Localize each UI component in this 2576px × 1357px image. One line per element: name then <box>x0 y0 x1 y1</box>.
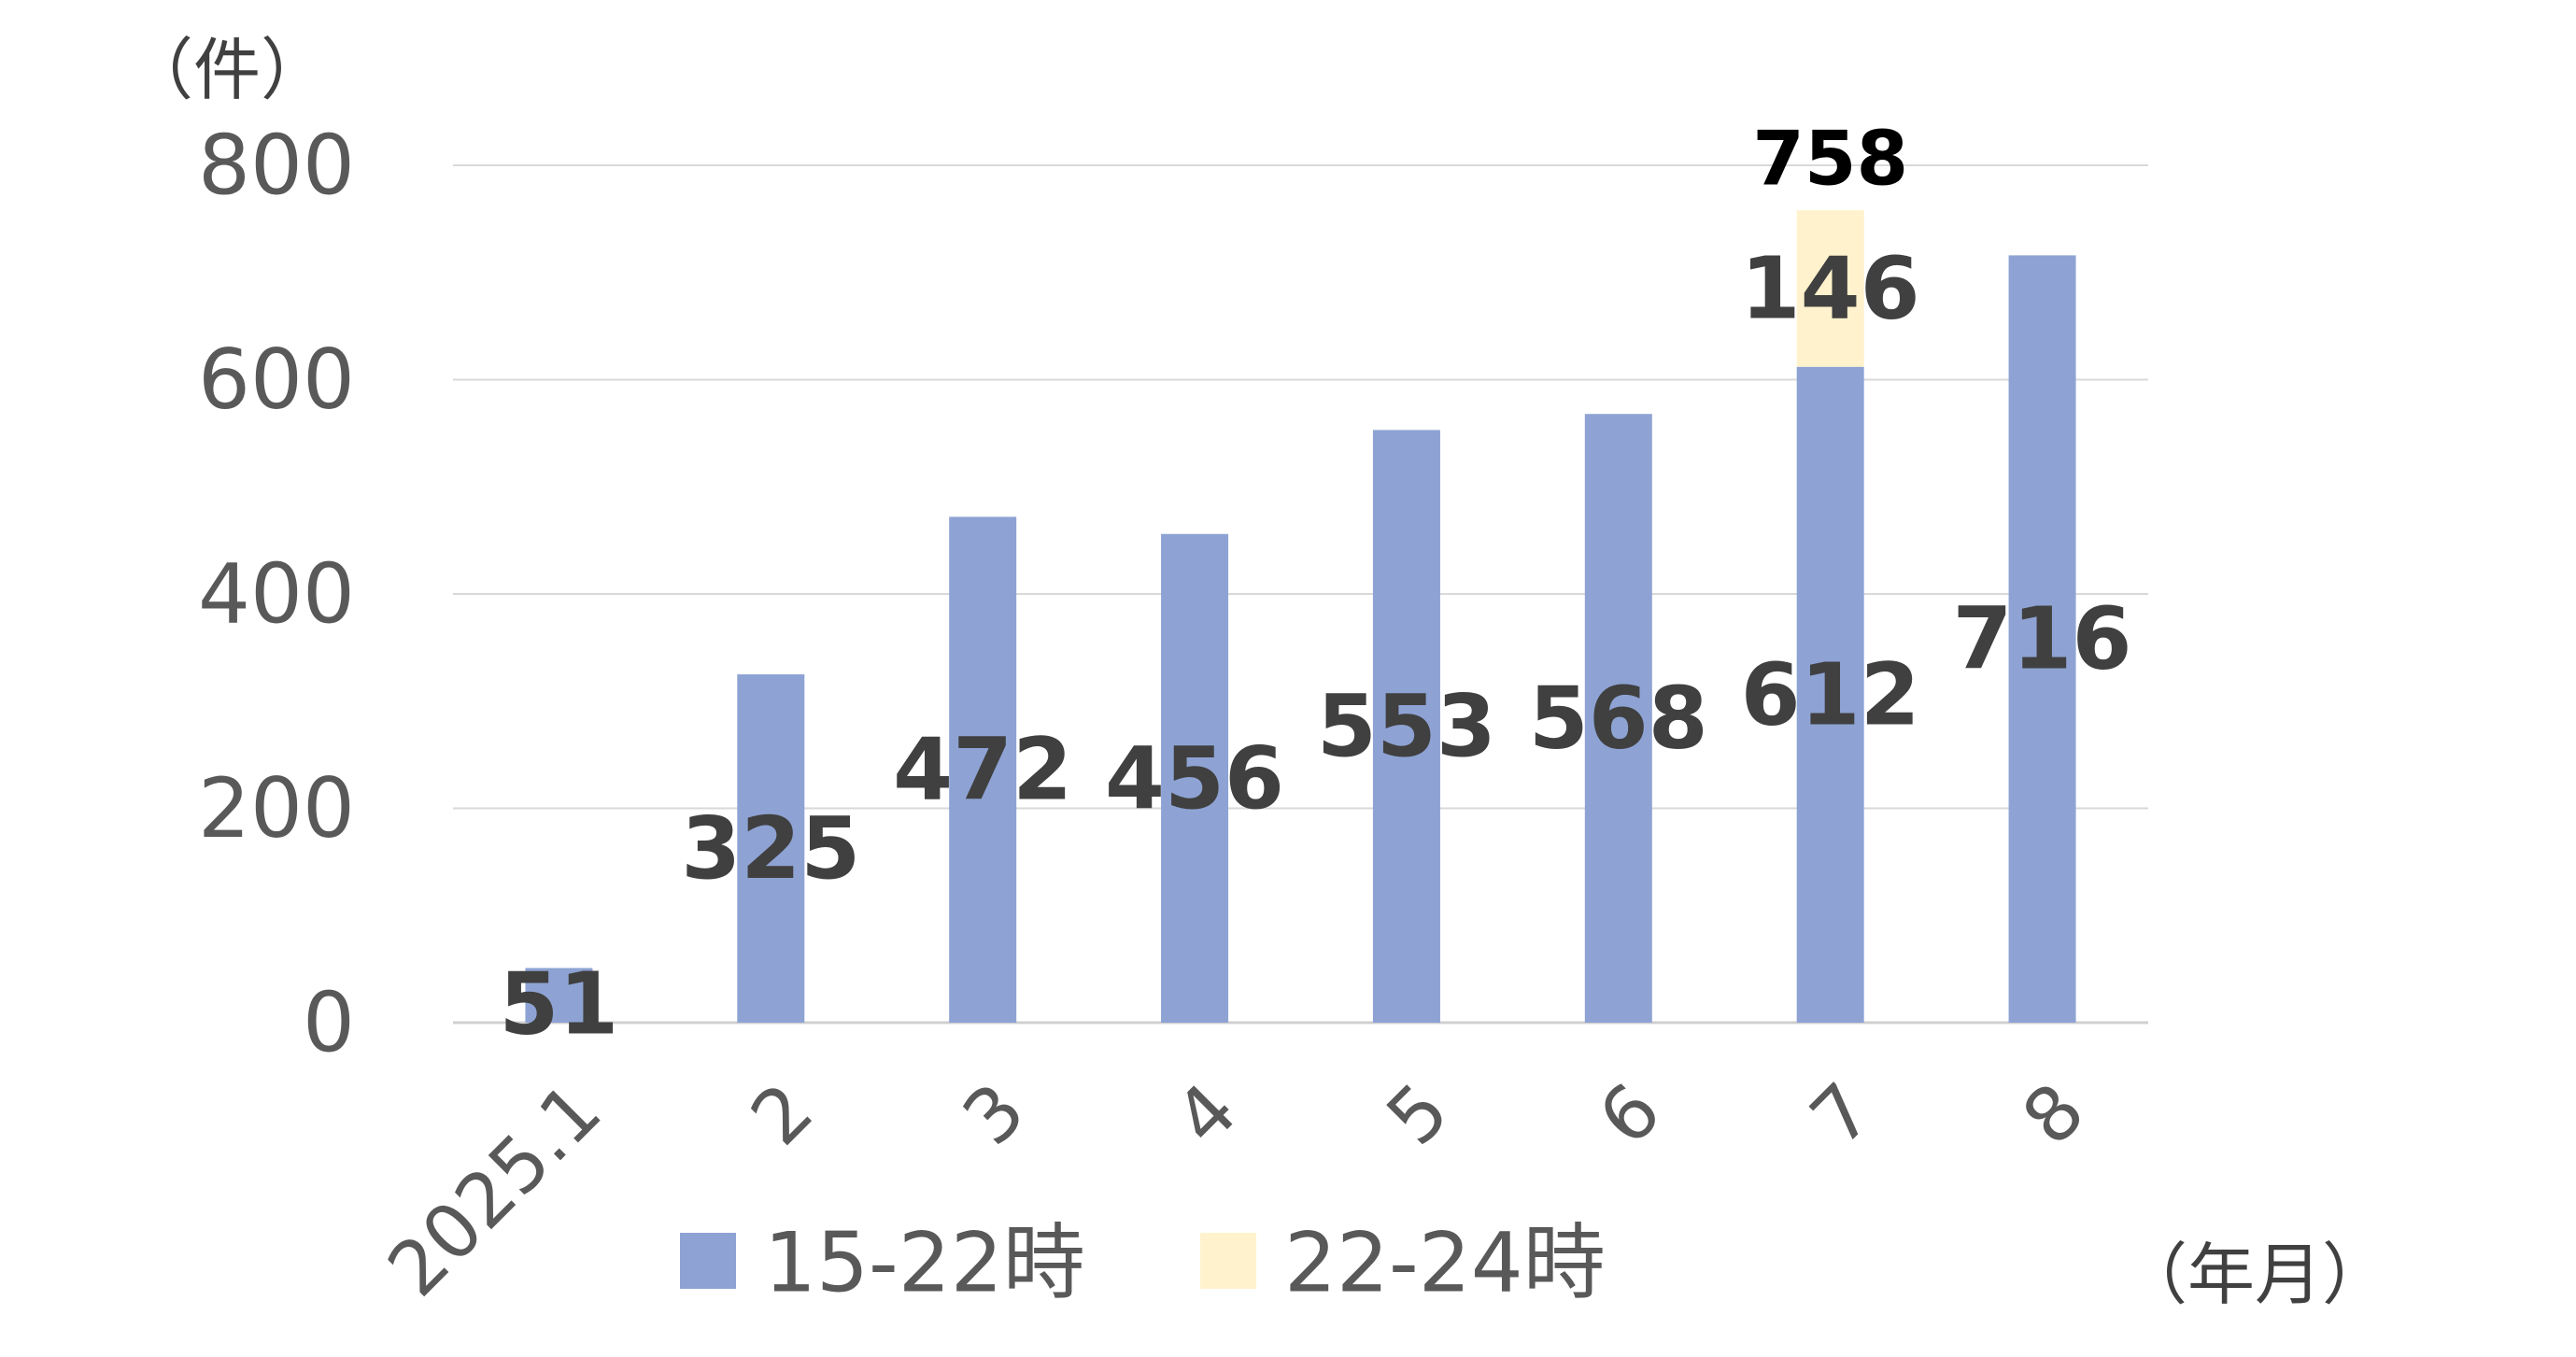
x-tick-label: 7 <box>1794 1067 1890 1162</box>
x-tick-label: 5 <box>1370 1067 1465 1162</box>
bar-22-24 <box>1796 210 1864 367</box>
bar-15-22 <box>1372 430 1440 1023</box>
legend-label: 22-24時 <box>1284 1215 1606 1311</box>
y-tick-label: 600 <box>198 332 355 428</box>
legend-label: 15-22時 <box>764 1215 1085 1311</box>
bar-15-22 <box>2008 255 2076 1023</box>
legend: 15-22時 22-24時 <box>680 1215 1606 1311</box>
y-tick-label: 400 <box>198 546 355 643</box>
gridlines <box>453 164 2148 1025</box>
bar-15-22 <box>1584 414 1652 1024</box>
data-label-15-22: 716 <box>1953 589 2132 689</box>
data-label-15-22: 472 <box>893 720 1072 820</box>
data-label-22-24: 146 <box>1741 238 1920 338</box>
x-tick-label: 4 <box>1158 1067 1253 1162</box>
x-tick-label: 3 <box>946 1067 1041 1162</box>
bars <box>525 210 2076 1024</box>
bar-15-22 <box>737 674 805 1023</box>
data-label-15-22: 51 <box>499 954 618 1054</box>
y-tick-label: 800 <box>198 118 355 214</box>
data-label-15-22: 456 <box>1105 728 1284 828</box>
x-tick-label: 6 <box>1582 1067 1677 1162</box>
x-tick-label: 2 <box>734 1067 829 1162</box>
data-label-15-22: 553 <box>1317 676 1496 776</box>
total-label: 758 <box>1752 116 1908 203</box>
y-axis: 0 200 400 600 800 <box>198 118 355 1071</box>
legend-swatch <box>680 1233 736 1289</box>
bar-15-22 <box>949 516 1017 1023</box>
bar-15-22 <box>1796 366 1864 1024</box>
x-axis-unit: （年月） <box>2120 1236 2389 1314</box>
bar-15-22 <box>1161 533 1229 1023</box>
bar-15-22 <box>525 968 593 1023</box>
x-tick-label: 2025.1 <box>372 1067 618 1313</box>
data-label-15-22: 568 <box>1529 669 1708 769</box>
legend-swatch <box>1200 1233 1256 1289</box>
data-label-15-22: 325 <box>681 799 860 898</box>
y-axis-unit: （件） <box>126 31 328 109</box>
y-tick-label: 200 <box>198 760 355 856</box>
data-label-15-22: 612 <box>1741 644 1920 744</box>
data-labels: 51 325 472 456 553 568 612 716 146 758 <box>499 116 2131 1054</box>
x-tick-label: 8 <box>2006 1067 2102 1162</box>
y-tick-label: 0 <box>303 975 355 1071</box>
